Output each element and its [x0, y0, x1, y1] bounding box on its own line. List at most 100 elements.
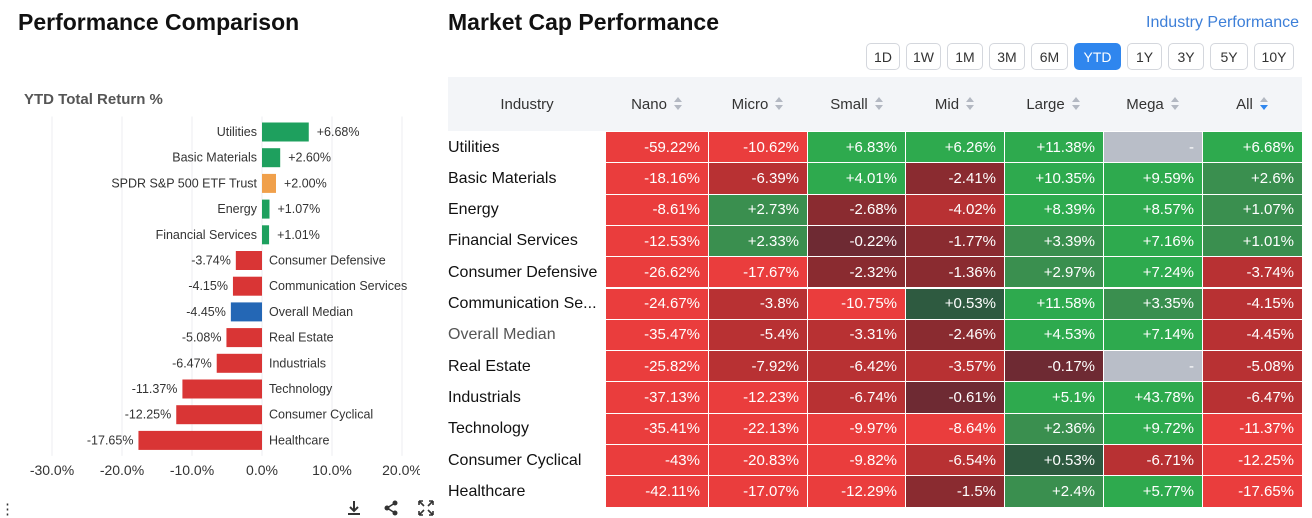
heatmap-cell: +8.57% — [1104, 194, 1202, 225]
timeframe-1d[interactable]: 1D — [866, 43, 900, 70]
timeframe-ytd[interactable]: YTD — [1074, 43, 1121, 70]
bar[interactable] — [138, 430, 262, 450]
heatmap-cell: -25.82% — [606, 351, 708, 382]
data-label: -3.74% — [191, 254, 231, 268]
row-industry-label[interactable]: Utilities — [448, 138, 500, 156]
data-label: -5.08% — [182, 331, 222, 345]
row-industry-label[interactable]: Real Estate — [448, 357, 531, 375]
timeframe-6m[interactable]: 6M — [1031, 43, 1068, 70]
category-label: SPDR S&P 500 ETF Trust — [111, 176, 257, 190]
category-label: Financial Services — [156, 228, 257, 242]
heatmap-cell: -43% — [606, 445, 708, 476]
column-header-small[interactable]: Small — [808, 77, 906, 131]
heatmap-cell: +2.6% — [1203, 163, 1302, 194]
timeframe-1y[interactable]: 1Y — [1127, 43, 1162, 70]
data-label: -4.15% — [188, 279, 228, 293]
share-icon[interactable] — [383, 500, 399, 516]
sort-icon[interactable] — [673, 97, 683, 111]
bar[interactable] — [235, 251, 262, 270]
x-tick-label: -20.0% — [100, 462, 144, 478]
column-header-nano[interactable]: Nano — [606, 77, 708, 131]
bar[interactable] — [232, 276, 262, 296]
heatmap-cell: +0.53% — [906, 288, 1004, 319]
heatmap-cell: -7.92% — [709, 351, 807, 382]
bar[interactable] — [262, 199, 270, 219]
expand-icon[interactable] — [418, 500, 434, 516]
x-tick-label: -10.0% — [170, 462, 214, 478]
heatmap-cell: +9.59% — [1104, 163, 1202, 194]
heatmap-cell: -11.37% — [1203, 413, 1302, 444]
timeframe-3y[interactable]: 3Y — [1168, 43, 1204, 70]
heatmap-cell: -2.41% — [906, 163, 1004, 194]
row-industry-label[interactable]: Communication Se... — [448, 295, 597, 312]
heatmap-cell: -24.67% — [606, 288, 708, 319]
bar[interactable] — [216, 353, 262, 373]
column-header-label: Nano — [631, 95, 667, 113]
row-industry-label[interactable]: Consumer Defensive — [448, 263, 598, 281]
bar[interactable] — [226, 328, 262, 348]
bar[interactable] — [176, 405, 262, 425]
bar[interactable] — [262, 173, 276, 193]
bar[interactable] — [262, 122, 309, 142]
heatmap-cell: -12.29% — [808, 476, 905, 507]
sort-descending-icon[interactable] — [1259, 97, 1269, 111]
data-label: -12.25% — [125, 408, 172, 422]
column-header-mega[interactable]: Mega — [1103, 77, 1203, 131]
heatmap-cell: +6.68% — [1203, 132, 1302, 163]
column-header-micro[interactable]: Micro — [708, 77, 808, 131]
x-tick-label: -30.0% — [30, 462, 74, 478]
heatmap-cell: -10.62% — [709, 132, 807, 163]
heatmap-cell: -3.74% — [1203, 257, 1302, 288]
industry-performance-link[interactable]: Industry Performance — [1146, 14, 1299, 31]
timeframe-1w[interactable]: 1W — [906, 43, 941, 70]
heatmap-cell: -2.46% — [906, 319, 1004, 351]
sort-icon[interactable] — [966, 97, 975, 111]
timeframe-1m[interactable]: 1M — [947, 43, 983, 70]
sort-icon[interactable] — [1170, 97, 1180, 111]
heatmap-cell: -6.54% — [906, 445, 1004, 476]
timeframe-5y[interactable]: 5Y — [1210, 43, 1248, 70]
x-tick-label: 20.0% — [382, 462, 420, 478]
row-industry-label[interactable]: Healthcare — [448, 482, 526, 500]
heatmap-cell: -22.13% — [709, 413, 807, 444]
bar[interactable] — [182, 379, 262, 399]
heatmap-cell: +6.83% — [808, 132, 905, 163]
sort-icon[interactable] — [874, 97, 884, 111]
column-header-mid[interactable]: Mid — [906, 77, 1004, 131]
category-label: Communication Services — [269, 279, 407, 293]
row-industry-label[interactable]: Energy — [448, 201, 499, 219]
heatmap-cell: -5.08% — [1203, 351, 1302, 382]
data-label: +2.00% — [284, 176, 327, 190]
heatmap-cell: -6.74% — [808, 382, 905, 413]
column-header-label: All — [1236, 95, 1253, 113]
row-industry-label[interactable]: Basic Materials — [448, 169, 557, 187]
column-header-industry[interactable]: Industry — [448, 77, 606, 131]
table-header: Industry Nano Micro Small Mid Large Mega All — [448, 77, 1302, 131]
bar[interactable] — [262, 225, 270, 245]
heatmap-cell: +2.36% — [1005, 413, 1103, 444]
timeframe-3m[interactable]: 3M — [989, 43, 1025, 70]
row-industry-label[interactable]: Technology — [448, 420, 529, 438]
bar[interactable] — [262, 148, 281, 168]
timeframe-10y[interactable]: 10Y — [1254, 43, 1294, 70]
category-label: Consumer Defensive — [269, 254, 386, 268]
row-industry-label[interactable]: Consumer Cyclical — [448, 451, 582, 469]
heatmap-cell: -0.61% — [906, 382, 1004, 413]
row-industry-label[interactable]: Financial Services — [448, 232, 578, 250]
heatmap-cell: +2.33% — [709, 225, 807, 257]
row-industry-label[interactable]: Industrials — [448, 388, 521, 406]
sort-icon[interactable] — [775, 97, 784, 111]
heatmap-cell: -17.65% — [1203, 476, 1302, 507]
heatmap-cell: -20.83% — [709, 445, 807, 476]
download-icon[interactable] — [346, 500, 362, 516]
drag-handle-icon[interactable]: ⋮ — [0, 501, 15, 518]
row-industry-label[interactable]: Overall Median — [448, 326, 556, 344]
heatmap-cell: +11.58% — [1005, 288, 1103, 319]
bar[interactable] — [230, 302, 262, 322]
sort-icon[interactable] — [1071, 97, 1081, 111]
column-header-large[interactable]: Large — [1004, 77, 1103, 131]
heatmap-cell: -0.22% — [808, 225, 905, 257]
x-tick-label: 0.0% — [246, 462, 278, 478]
data-label: -17.65% — [87, 433, 134, 447]
column-header-all[interactable]: All — [1203, 77, 1302, 131]
